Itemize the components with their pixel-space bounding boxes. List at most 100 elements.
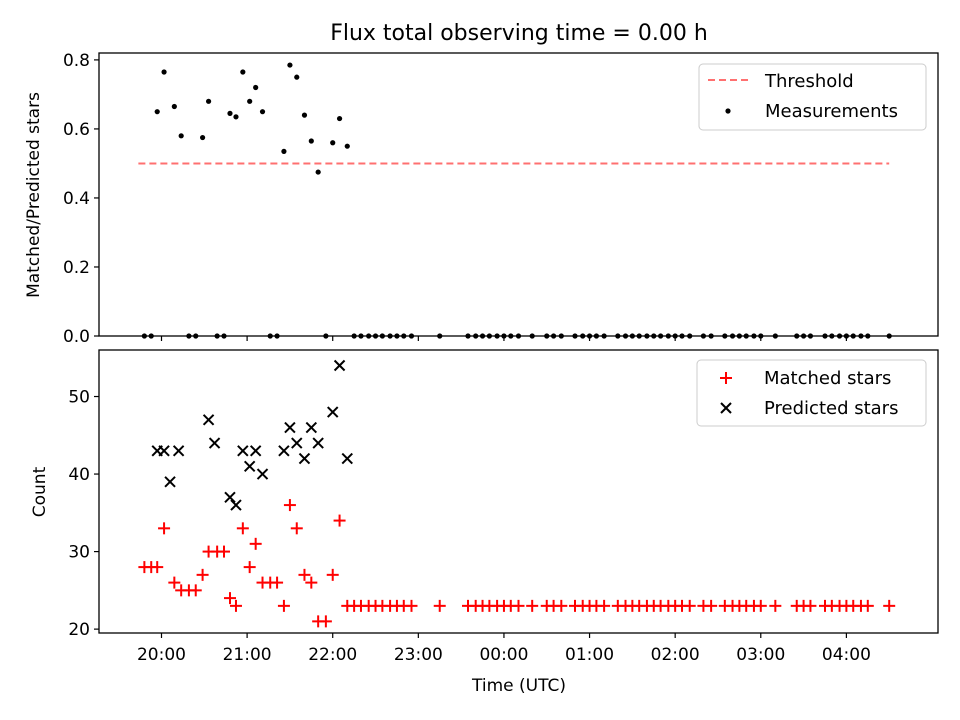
measurement-point [344,143,350,149]
legend-matched-swatch [720,372,732,384]
top-ytick-label: 0.6 [63,120,90,140]
predicted-star-point [208,437,221,449]
measurement-point [178,133,184,139]
matched-star-point [754,599,767,612]
legend-matched-label: Matched stars [764,368,891,389]
matched-star-point [319,615,332,628]
matched-star-point [243,561,256,574]
matched-star-point [158,522,171,535]
bottom-ytick-label: 40 [68,465,90,485]
bottom-yticks-layer: 20 30 40 50 [68,388,99,640]
measurement-point [301,112,308,118]
matched-star-point [526,599,539,612]
measurement-point [315,169,321,175]
top-legend-box [698,63,927,131]
matched-star-point [217,545,230,558]
top-ytick-label: 0.2 [63,258,90,278]
matched-star-point [168,576,181,589]
figure-title: Flux total observing time = 0.00 h [330,21,708,46]
measurement-point [161,69,167,75]
matched-star-point [223,592,236,605]
top-ytick-label: 0.8 [63,51,90,71]
matched-star-point [598,599,611,612]
legend-threshold-label: Threshold [764,71,854,92]
matched-star-point [298,568,311,581]
matched-star-point [883,599,896,612]
predicted-star-point [230,499,242,511]
predicted-star-point [284,421,296,434]
measurement-point [154,109,160,115]
matched-star-point [305,576,318,589]
top-ylabel: Matched/Predicted stars [24,92,44,298]
legend-measurements-swatch [725,108,731,114]
top-yticks-layer: 0.0 0.2 0.4 0.6 0.8 [63,51,99,347]
bottom-ytick-label: 30 [68,543,90,563]
measurement-point [171,103,177,110]
measurement-point [287,62,293,68]
measurement-point [247,98,253,104]
top-points-layer [141,62,892,339]
matched-star-point [705,599,718,612]
measurement-point [259,109,266,115]
predicted-star-point [341,452,353,465]
predicted-star-point [249,445,262,457]
measurement-point [233,114,239,120]
matched-star-point [333,514,346,527]
bottom-xticks-layer: 20:00 21:00 22:00 23:00 00:00 01:00 02:00 03:00… [137,633,871,665]
matched-star-point [249,537,262,550]
bottom-xtick-label: 03:00 [736,645,785,665]
top-legend: Threshold Measurements [698,63,927,131]
bottom-legend-box [696,359,927,427]
matched-star-point [555,599,568,612]
bottom-legend: Matched stars Predicted stars [696,359,927,427]
predicted-star-point [243,460,256,473]
predicted-star-point [312,437,324,449]
measurement-point [281,148,287,154]
top-panel: 0.00.20.40.60.8 Matched/Predicted stars … [24,51,939,347]
matched-star-point [683,599,696,612]
matched-star-point [229,599,242,612]
measurement-point [294,74,300,80]
measurement-point [253,84,259,91]
measurement-point [240,69,246,75]
legend-predicted-swatch [720,402,732,414]
measurement-point [336,115,343,122]
matched-star-point [433,599,446,612]
predicted-star-point [224,491,236,504]
measurement-point [330,140,336,146]
bottom-xtick-label: 23:00 [394,645,443,665]
measurement-point [205,98,212,104]
matched-star-point [769,599,782,612]
matched-star-point [804,599,817,612]
bottom-xtick-label: 21:00 [223,645,272,665]
matched-star-point [283,499,296,512]
matched-star-point [277,599,290,612]
predicted-star-point [158,445,170,457]
matched-star-point [271,576,284,589]
predicted-star-point [164,476,176,488]
top-xticks-layer [160,336,847,341]
matched-star-point [290,522,303,535]
top-ytick-label: 0.0 [63,327,90,347]
matched-star-point [326,568,339,581]
bottom-ytick-label: 20 [68,620,90,640]
matched-star-point [189,584,202,597]
matched-star-point [196,568,209,581]
bottom-xtick-label: 02:00 [651,645,700,665]
legend-measurements-label: Measurements [765,101,898,122]
bottom-predicted-layer [151,359,353,511]
bottom-matched-layer [138,499,896,628]
bottom-xtick-label: 04:00 [822,645,871,665]
predicted-star-point [305,421,318,434]
measurement-point [227,110,233,116]
bottom-ylabel: Count [30,466,50,517]
predicted-star-point [172,445,185,457]
bottom-xtick-label: 20:00 [137,645,186,665]
bottom-xtick-label: 22:00 [308,645,357,665]
matched-star-point [151,561,164,574]
matched-star-point [512,599,525,612]
measurement-point [199,134,206,141]
legend-predicted-label: Predicted stars [764,398,898,419]
measurement-point [308,138,314,144]
